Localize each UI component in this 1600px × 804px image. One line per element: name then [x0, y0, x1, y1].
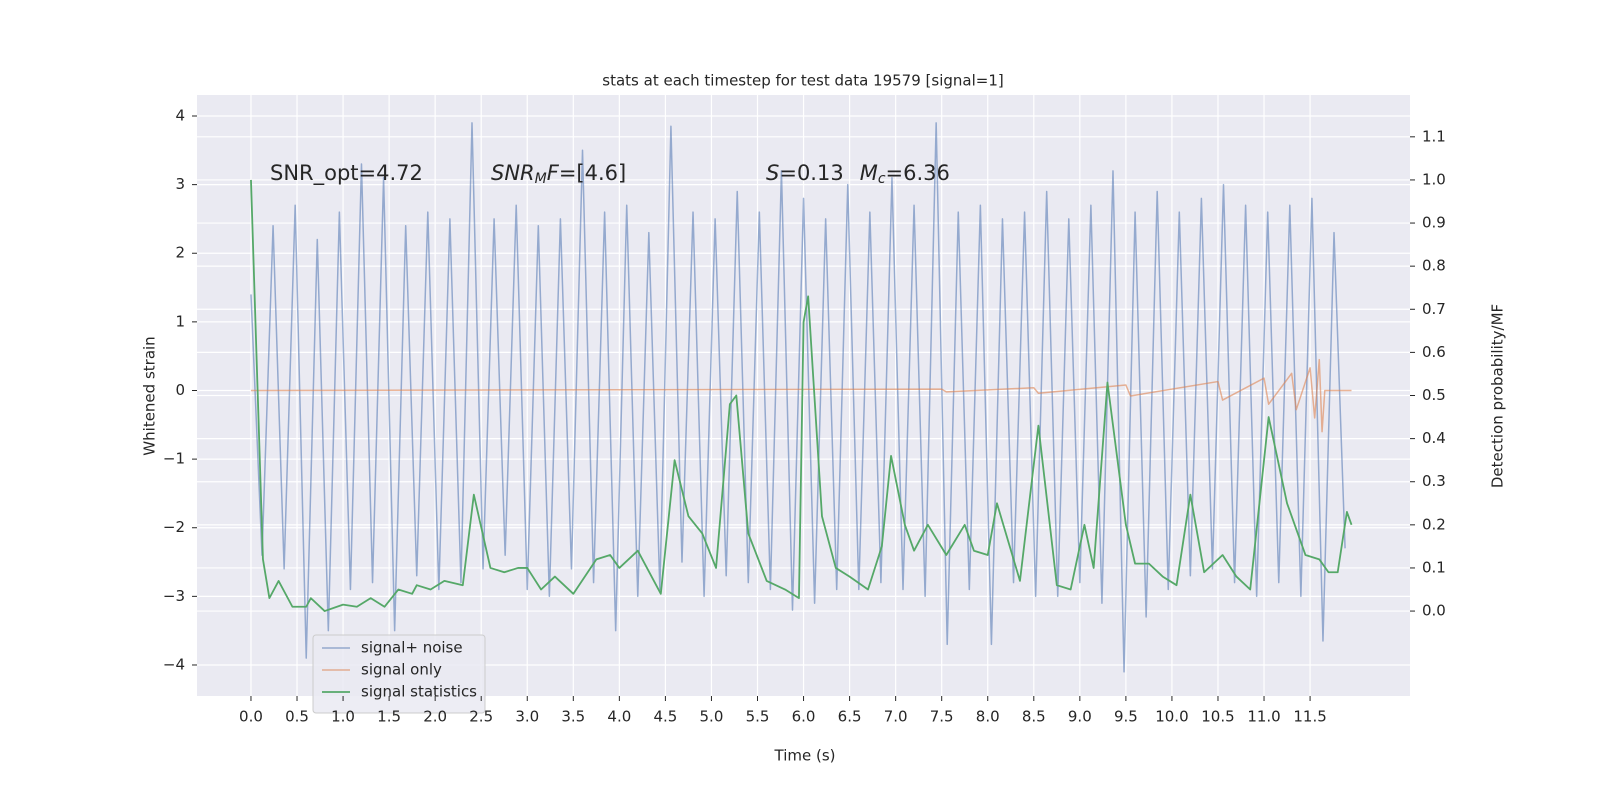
annotation-part: SNR_opt=4.72	[270, 161, 423, 186]
x-tick-label: 0.5	[285, 708, 309, 726]
y-tick-label: −4	[163, 655, 185, 673]
y-tick-label: 1	[175, 312, 185, 330]
x-tick-label: 11.5	[1293, 708, 1326, 726]
annotation-part: SNR	[491, 161, 535, 185]
x-tick-label: 10.0	[1155, 708, 1188, 726]
y2-tick-label: 1.1	[1422, 127, 1446, 145]
annotation-part: F	[547, 161, 560, 185]
x-axis-label: Time (s)	[774, 747, 836, 765]
y2-tick-label: 0.8	[1422, 257, 1446, 275]
x-tick-label: 8.5	[1022, 708, 1046, 726]
series-line	[250, 179, 1353, 612]
annotation-part: M	[535, 171, 547, 187]
y-tick-label: −3	[163, 587, 185, 605]
chart-title: stats at each timestep for test data 195…	[602, 72, 1003, 90]
x-tick-label: 5.0	[700, 708, 724, 726]
legend-label: signal+ noise	[361, 639, 463, 657]
legend: signal+ noise signal only signal statistic…	[312, 634, 486, 714]
y2-tick-label: 0.3	[1422, 472, 1446, 490]
x-tick-label: 3.5	[561, 708, 585, 726]
x-tick-label: 4.0	[607, 708, 631, 726]
annotation-part: =0.13	[779, 161, 843, 185]
y-tick-label: 3	[175, 175, 185, 193]
y-axis-label: Whitened strain	[141, 336, 159, 455]
x-tick-label: 0.0	[239, 708, 263, 726]
annotation-part: c	[878, 171, 886, 187]
annotation-part: =6.36	[886, 161, 950, 185]
x-tick-label: 9.0	[1068, 708, 1092, 726]
x-tick-label: 9.5	[1114, 708, 1138, 726]
y2-tick-label: 0.6	[1422, 343, 1446, 361]
x-tick-label: 7.0	[884, 708, 908, 726]
x-tick-label: 11.0	[1247, 708, 1280, 726]
y2-tick-label: 0.4	[1422, 429, 1446, 447]
annotation-part: S	[766, 161, 779, 185]
y2-tick-label: 0.7	[1422, 300, 1446, 318]
annotation: S=0.13 Mc=6.36	[766, 161, 950, 187]
y2-axis-label: Detection probability/MF	[1489, 304, 1507, 488]
marks	[250, 122, 1353, 673]
y2-tick-label: 1.0	[1422, 170, 1446, 188]
y-tick-label: 4	[175, 106, 185, 124]
annotation-part: M	[860, 161, 878, 185]
y2-tick-label: 0.1	[1422, 558, 1446, 576]
x-tick-label: 1.5	[377, 708, 401, 726]
y2-tick-label: 0.2	[1422, 515, 1446, 533]
x-tick-label: 3.0	[515, 708, 539, 726]
series-line	[250, 358, 1352, 433]
y2-tick-label: 0.0	[1422, 602, 1446, 620]
x-tick-label: 5.5	[746, 708, 770, 726]
annotation: SNR_opt=4.72	[270, 161, 423, 186]
x-tick-label: 10.5	[1201, 708, 1234, 726]
y2-tick-label: 0.9	[1422, 214, 1446, 232]
x-tick-label: 4.5	[653, 708, 677, 726]
y-tick-label: −2	[163, 518, 185, 536]
x-tick-label: 2.5	[469, 708, 493, 726]
annotation: SNRMF=[4.6]	[491, 161, 626, 187]
x-tick-label: 1.0	[331, 708, 355, 726]
x-tick-label: 7.5	[930, 708, 954, 726]
y-tick-label: 2	[175, 244, 185, 262]
x-tick-label: 6.5	[838, 708, 862, 726]
y-tick-label: −1	[163, 450, 185, 468]
legend-box	[312, 634, 486, 714]
x-tick-label: 6.0	[792, 708, 816, 726]
y-tick-label: 0	[175, 381, 185, 399]
annotation-part: =[4.6]	[559, 161, 626, 185]
legend-label: signal statistics	[361, 683, 477, 701]
y2-tick-label: 0.5	[1422, 386, 1446, 404]
x-tick-label: 8.0	[976, 708, 1000, 726]
legend-label: signal only	[361, 661, 442, 679]
x-tick-label: 2.0	[423, 708, 447, 726]
